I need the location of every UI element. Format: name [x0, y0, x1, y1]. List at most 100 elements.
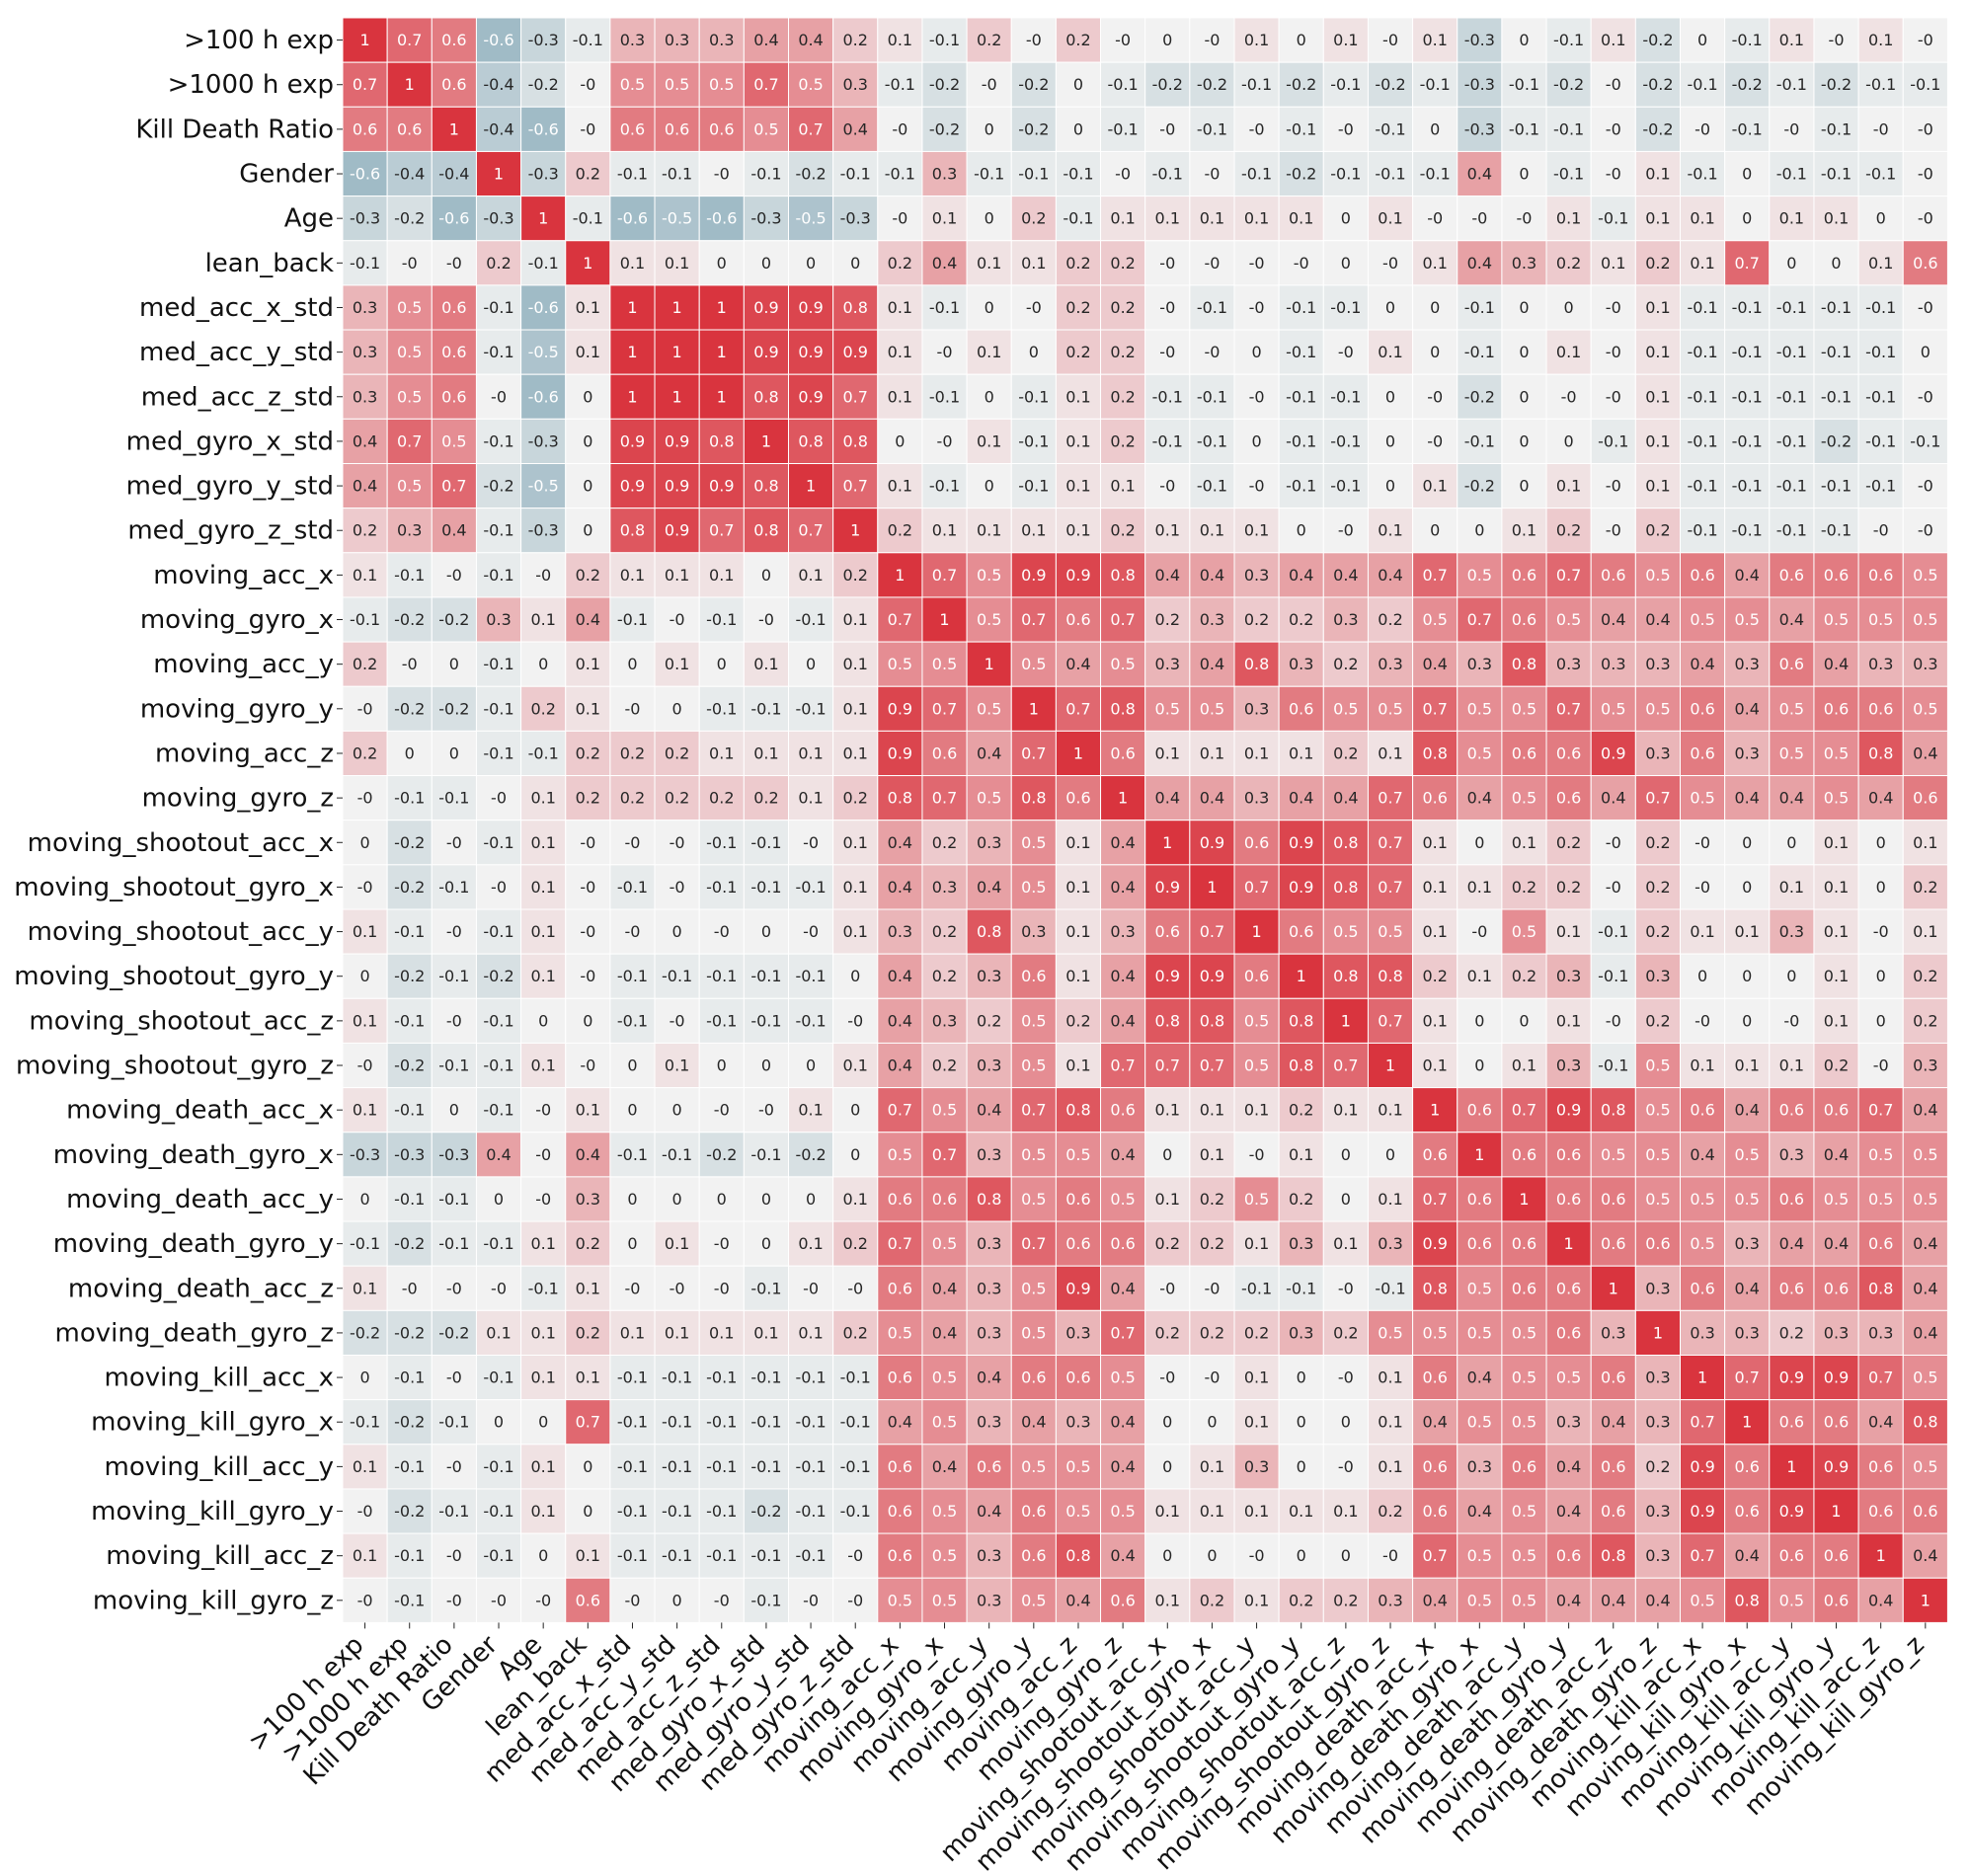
heatmap-cell	[475, 552, 522, 598]
cell-value-label: -0.1	[840, 165, 871, 184]
cell-value-label: -0.1	[1018, 431, 1049, 450]
cell-value-label: 0.6	[441, 31, 466, 49]
cell-value-label: 0	[583, 1457, 592, 1476]
cell-value-label: 0	[1162, 1457, 1172, 1476]
cell-value-label: -0	[847, 1279, 863, 1297]
cell-value-label: -0.1	[706, 699, 737, 718]
cell-value-label: -0	[491, 1591, 507, 1609]
cell-value-label: 0.7	[1110, 1056, 1135, 1075]
cell-value-label: 0.1	[932, 209, 957, 228]
cell-value-label: 0.1	[530, 1323, 555, 1342]
cell-value-label: -0.1	[1598, 431, 1628, 450]
cell-value-label: -0.1	[438, 878, 469, 897]
heatmap-cell	[1055, 641, 1102, 687]
cell-value-label: 0.6	[665, 119, 689, 138]
heatmap-cell	[1367, 730, 1414, 777]
cell-value-label: 0.2	[1556, 254, 1581, 273]
heatmap-cell	[1189, 418, 1235, 465]
heatmap-cell	[565, 552, 611, 598]
cell-value-label: 0.1	[1378, 1368, 1402, 1387]
cell-value-label: -0.1	[706, 1368, 737, 1387]
cell-value-label: -0	[1606, 521, 1621, 540]
cell-value-label: -0.1	[617, 610, 648, 629]
cell-value-label: 0.6	[1690, 743, 1714, 762]
cell-value-label: 0.4	[353, 477, 377, 496]
heatmap-cell	[1322, 418, 1369, 465]
cell-value-label: 0.5	[397, 298, 422, 317]
cell-value-label: 0	[583, 1011, 592, 1030]
cell-value-label: 0.1	[1601, 254, 1625, 273]
cell-value-label: 0.1	[1645, 343, 1670, 361]
cell-value-label: 0.4	[1467, 1368, 1492, 1387]
cell-value-label: 0	[359, 1368, 369, 1387]
cell-value-label: 0.1	[530, 789, 555, 808]
cell-value-label: -0	[1249, 1546, 1265, 1565]
cell-value-label: 0.6	[888, 1279, 912, 1297]
cell-value-label: -0.1	[1821, 477, 1852, 496]
cell-value-label: 0.1	[1021, 254, 1046, 273]
cell-value-label: 0.7	[1021, 1101, 1046, 1120]
heatmap-cell	[1724, 373, 1771, 420]
heatmap-cell	[1322, 596, 1369, 643]
cell-value-label: 0.3	[1779, 1145, 1804, 1164]
cell-value-label: 0.9	[753, 298, 778, 317]
cell-value-label: 0.1	[1467, 967, 1492, 985]
cell-value-label: 1	[538, 209, 548, 228]
cell-value-label: 1	[359, 31, 369, 49]
cell-value-label: -0	[1338, 521, 1354, 540]
cell-value-label: 0.5	[888, 655, 912, 673]
cell-value-label: -0.1	[1598, 209, 1628, 228]
cell-value-label: 0.3	[932, 878, 957, 897]
heatmap-cell	[654, 195, 700, 242]
cell-value-label: 0.5	[1467, 699, 1492, 718]
cell-value-label: 0.5	[1690, 1591, 1714, 1609]
cell-value-label: -0.1	[394, 1011, 425, 1030]
cell-value-label: 0.4	[1110, 878, 1135, 897]
cell-value-label: 0	[850, 967, 860, 985]
cell-value-label: -0.1	[662, 1502, 692, 1521]
cell-value-label: 0.3	[1645, 1368, 1670, 1387]
cell-value-label: 1	[1207, 878, 1217, 897]
cell-value-label: -0.5	[528, 343, 559, 361]
heatmap-cell	[609, 61, 656, 108]
cell-value-label: 0.5	[1021, 1457, 1046, 1476]
row-tick-label: moving_death_acc_y	[66, 1185, 334, 1214]
cell-value-label: 0.5	[1244, 1011, 1269, 1030]
cell-value-label: 0.8	[1289, 1056, 1313, 1075]
cell-value-label: 1	[1742, 1413, 1752, 1432]
heatmap-cell	[654, 596, 700, 643]
cell-value-label: 0.1	[1244, 1413, 1269, 1432]
cell-value-label: 0.7	[932, 699, 957, 718]
cell-value-label: 0.2	[1110, 343, 1135, 361]
cell-value-label: -0	[1606, 833, 1621, 852]
cell-value-label: 0	[1742, 165, 1752, 184]
heatmap-cell	[1189, 596, 1235, 643]
cell-value-label: 0.3	[1601, 1323, 1625, 1342]
cell-value-label: -0.1	[1821, 387, 1852, 406]
heatmap-cell	[342, 820, 388, 866]
cell-value-label: 0.2	[1065, 31, 1090, 49]
cell-value-label: 0.3	[1289, 1323, 1313, 1342]
cell-value-label: 0.5	[1913, 1368, 1937, 1387]
cell-value-label: -0.1	[1732, 521, 1763, 540]
heatmap-cell	[520, 775, 567, 821]
cell-value-label: -0	[1606, 1011, 1621, 1030]
heatmap-cell	[1233, 17, 1280, 63]
heatmap-cell	[921, 373, 968, 420]
cell-value-label: -0	[1159, 343, 1175, 361]
heatmap-cell	[1100, 61, 1146, 108]
cell-value-label: -0.1	[1687, 343, 1717, 361]
heatmap-cell	[1769, 820, 1815, 866]
cell-value-label: 1	[761, 431, 771, 450]
cell-value-label: 0	[1385, 477, 1395, 496]
cell-value-label: 0.5	[1110, 1190, 1135, 1209]
cell-value-label: 0	[1430, 119, 1440, 138]
heatmap-cell	[921, 730, 968, 777]
cell-value-label: -0.1	[1687, 298, 1717, 317]
heatmap-cell	[877, 820, 923, 866]
heatmap-cell	[1634, 864, 1681, 910]
cell-value-label: 0.2	[576, 1234, 600, 1253]
cell-value-label: -0	[714, 1234, 730, 1253]
cell-value-label: 0.1	[842, 878, 867, 897]
cell-value-label: 0	[1519, 31, 1529, 49]
